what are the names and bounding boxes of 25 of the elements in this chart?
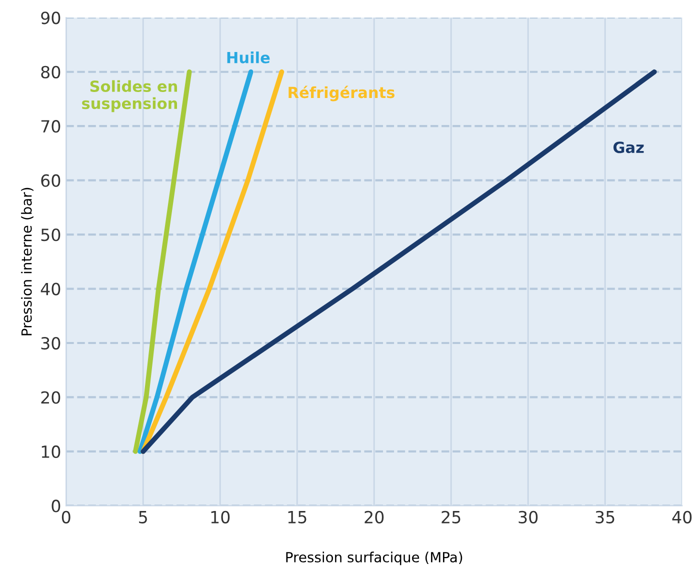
series-label: Huile — [227, 52, 270, 64]
x-tick-label: 10 — [211, 510, 230, 524]
y-tick-label: 80 — [41, 66, 60, 78]
y-tick-label: 10 — [42, 445, 60, 458]
x-tick-label: 0 — [62, 510, 70, 524]
y-tick-label: 70 — [41, 120, 60, 133]
x-tick-label: 30 — [518, 510, 538, 524]
x-tick-label: 25 — [442, 510, 460, 524]
y-axis-title: Pression interne (bar) — [21, 188, 34, 336]
x-axis-title: Pression surfacique (MPa) — [286, 552, 462, 566]
text: Gaz — [613, 142, 644, 154]
x-tick-label: 5 — [139, 511, 147, 524]
y-tick-label: 50 — [41, 228, 60, 242]
series-label: Solides en suspension — [82, 80, 178, 112]
y-tick-label: 30 — [41, 336, 60, 350]
x-tick-label: 40 — [672, 510, 692, 524]
x-tick-label: 20 — [364, 510, 384, 524]
y-tick-label: 40 — [40, 282, 60, 296]
series-label: Réfrigérants — [288, 86, 394, 102]
x-tick-label: 35 — [596, 510, 614, 524]
y-tick-label: 20 — [41, 391, 60, 404]
x-tick-label: 15 — [288, 511, 306, 524]
y-tick-label: 90 — [41, 12, 60, 24]
y-tick-label: 0 — [52, 500, 60, 512]
y-tick-label: 60 — [41, 174, 60, 187]
